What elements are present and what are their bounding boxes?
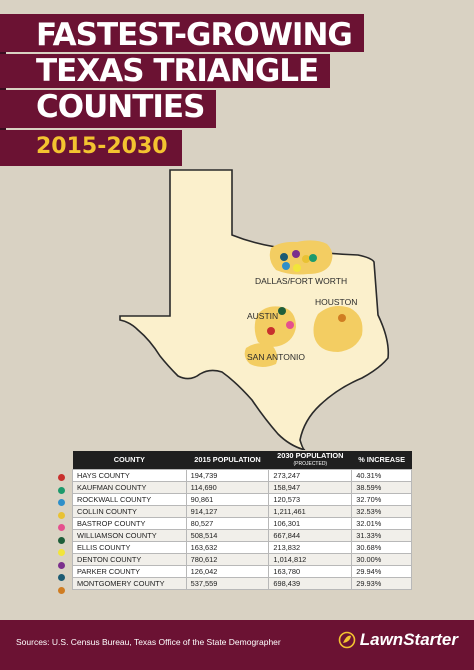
county-name: DENTON COUNTY <box>72 553 187 566</box>
county-name: BASTROP COUNTY <box>72 517 187 530</box>
legend-dots <box>58 474 65 599</box>
pop-2030: 667,844 <box>268 529 353 542</box>
table-row: WILLIAMSON COUNTY 508,514 667,844 31.33% <box>72 529 412 542</box>
pop-2015: 537,559 <box>185 577 270 590</box>
pop-2015: 914,127 <box>185 505 270 518</box>
parker-legend-dot <box>58 574 65 581</box>
county-name: HAYS COUNTY <box>72 469 187 482</box>
pct-increase: 32.70% <box>351 493 412 506</box>
pop-2030: 1,211,461 <box>268 505 353 518</box>
county-growth-table: COUNTY 2015 POPULATION 2030 POPULATION (P… <box>72 451 412 590</box>
houston-label: HOUSTON <box>315 297 357 307</box>
kaufman-county-dot <box>309 254 317 262</box>
pop-2030: 698,439 <box>268 577 353 590</box>
pct-increase: 29.93% <box>351 577 412 590</box>
denton-legend-dot <box>58 561 65 569</box>
pop-2030: 158,947 <box>268 481 353 494</box>
hays-county-dot <box>267 327 275 335</box>
col-2030-label: 2030 POPULATION <box>277 451 344 460</box>
title-block: FASTEST-GROWING TEXAS TRIANGLE COUNTIES … <box>0 14 364 166</box>
col-2030-sub: (PROJECTED) <box>293 461 328 467</box>
pct-increase: 31.33% <box>351 529 412 542</box>
pop-2030: 163,780 <box>268 565 353 578</box>
county-name: PARKER COUNTY <box>72 565 187 578</box>
col-2030: 2030 POPULATION (PROJECTED) <box>268 451 352 470</box>
pop-2030: 120,573 <box>268 493 353 506</box>
source-note: Sources: U.S. Census Bureau, Texas Offic… <box>16 637 281 647</box>
pct-increase: 38.59% <box>351 481 412 494</box>
pop-2015: 780,612 <box>185 553 270 566</box>
county-name: ROCKWALL COUNTY <box>72 493 187 506</box>
table-row: BASTROP COUNTY 80,527 106,301 32.01% <box>72 517 412 530</box>
pop-2015: 163,632 <box>185 541 270 554</box>
pct-increase: 32.53% <box>351 505 412 518</box>
table-row: KAUFMAN COUNTY 114,690 158,947 38.59% <box>72 481 412 494</box>
pop-2015: 90,861 <box>185 493 270 506</box>
pop-2030: 273,247 <box>268 469 353 482</box>
table-row: ROCKWALL COUNTY 90,861 120,573 32.70% <box>72 493 412 506</box>
pct-increase: 30.68% <box>351 541 412 554</box>
subtitle: 2015-2030 <box>0 130 182 166</box>
footer-bar: Sources: U.S. Census Bureau, Texas Offic… <box>0 620 474 670</box>
county-name: ELLIS COUNTY <box>72 541 187 554</box>
table-header-row: COUNTY 2015 POPULATION 2030 POPULATION (P… <box>72 451 412 470</box>
col-2015: 2015 POPULATION <box>186 451 269 470</box>
texas-outline <box>119 169 390 450</box>
county-name: COLLIN COUNTY <box>72 505 187 518</box>
dallas-label: DALLAS/FORT WORTH <box>255 276 347 286</box>
pop-2015: 194,739 <box>185 469 270 482</box>
denton-county-dot <box>292 250 300 258</box>
table-row: DENTON COUNTY 780,612 1,014,812 30.00% <box>72 553 412 566</box>
williamson-county-dot <box>278 307 286 315</box>
title-line-1: FASTEST-GROWING <box>0 14 364 52</box>
texas-map: DALLAS/FORT WORTH HOUSTON AUSTIN SAN ANT… <box>119 169 390 450</box>
ellis-county-dot <box>293 264 301 272</box>
table-row: PARKER COUNTY 126,042 163,780 29.94% <box>72 565 412 578</box>
county-name: MONTGOMERY COUNTY <box>72 577 187 590</box>
col-county: COUNTY <box>72 451 187 470</box>
houston-metro-area <box>313 306 363 352</box>
ellis-legend-dot <box>58 549 65 556</box>
hays-legend-dot <box>58 474 65 481</box>
county-name: WILLIAMSON COUNTY <box>72 529 187 542</box>
pop-2015: 508,514 <box>185 529 270 542</box>
rockwall-county-dot <box>282 262 290 270</box>
lawnstarter-logo[interactable]: LawnStarter <box>338 630 458 650</box>
pop-2030: 213,832 <box>268 541 353 554</box>
parker-county-dot <box>280 253 288 261</box>
collin-legend-dot <box>58 511 65 519</box>
rockwall-legend-dot <box>58 499 65 506</box>
pop-2030: 1,014,812 <box>268 553 353 566</box>
table-row: COLLIN COUNTY 914,127 1,211,461 32.53% <box>72 505 412 518</box>
dallas-metro-area <box>269 240 333 275</box>
pop-2030: 106,301 <box>268 517 353 530</box>
pct-increase: 30.00% <box>351 553 412 566</box>
pop-2015: 80,527 <box>185 517 270 530</box>
title-line-2: TEXAS TRIANGLE <box>0 54 331 88</box>
montgomery-county-dot <box>338 314 346 322</box>
montgomery-legend-dot <box>58 586 65 594</box>
county-name: KAUFMAN COUNTY <box>72 481 187 494</box>
pct-increase: 40.31% <box>351 469 412 482</box>
table-row: ELLIS COUNTY 163,632 213,832 30.68% <box>72 541 412 554</box>
austin-label: AUSTIN <box>247 311 278 321</box>
collin-county-dot <box>302 255 310 263</box>
pop-2015: 114,690 <box>185 481 270 494</box>
kaufman-legend-dot <box>58 486 65 494</box>
logo-text: LawnStarter <box>359 630 458 649</box>
table-row: HAYS COUNTY 194,739 273,247 40.31% <box>72 469 412 482</box>
table-row: MONTGOMERY COUNTY 537,559 698,439 29.93% <box>72 577 412 590</box>
bastrop-legend-dot <box>58 524 65 531</box>
pct-increase: 32.01% <box>351 517 412 530</box>
williamson-legend-dot <box>58 536 65 544</box>
bastrop-county-dot <box>286 321 294 329</box>
pop-2015: 126,042 <box>185 565 270 578</box>
austin-metro-area <box>254 306 296 347</box>
san-antonio-label: SAN ANTONIO <box>247 352 305 362</box>
title-line-3: COUNTIES <box>0 90 217 128</box>
col-increase: % INCREASE <box>351 451 412 470</box>
san-antonio-metro-area <box>244 343 278 367</box>
pct-increase: 29.94% <box>351 565 412 578</box>
leaf-icon <box>338 631 356 649</box>
